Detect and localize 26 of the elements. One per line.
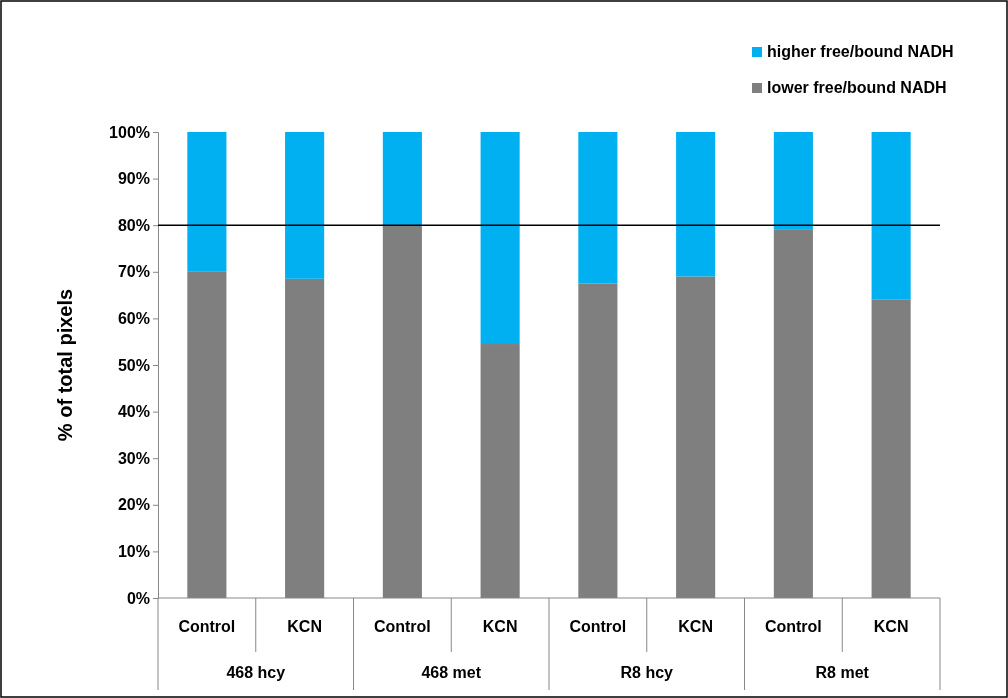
- text: R8 met: [815, 664, 870, 681]
- text: 468 met: [421, 664, 482, 681]
- y-tick-label: 50%: [117, 356, 150, 374]
- legend-label: higher free/bound NADH: [767, 43, 954, 60]
- y-tick-label: 60%: [117, 310, 150, 328]
- x-tick-label: KCN: [287, 618, 322, 635]
- y-tick-label: 10%: [117, 543, 150, 561]
- y-tick-label: 30%: [117, 449, 150, 467]
- x-tick-label: Control: [764, 618, 822, 635]
- y-tick-label: 90%: [117, 170, 150, 188]
- y-tick-label: 20%: [117, 496, 150, 514]
- x-tick-label: Control: [178, 618, 236, 635]
- text: 468 hcy: [226, 664, 286, 681]
- y-tick-label: 100%: [109, 123, 150, 141]
- x-tick-label: KCN: [873, 618, 909, 635]
- y-tick-label: 80%: [117, 216, 150, 234]
- legend-label: lower free/bound NADH: [767, 79, 947, 96]
- y-tick-label: 40%: [117, 403, 150, 421]
- y-axis-title: % of total pixels: [54, 288, 76, 442]
- x-tick-label: KCN: [678, 618, 713, 635]
- text: R8 hcy: [620, 664, 674, 681]
- y-tick-label: 0%: [126, 589, 150, 607]
- x-tick-label: KCN: [482, 618, 518, 635]
- y-tick-label: 70%: [117, 263, 150, 281]
- x-tick-label: Control: [569, 618, 627, 635]
- x-tick-label: Control: [373, 618, 431, 635]
